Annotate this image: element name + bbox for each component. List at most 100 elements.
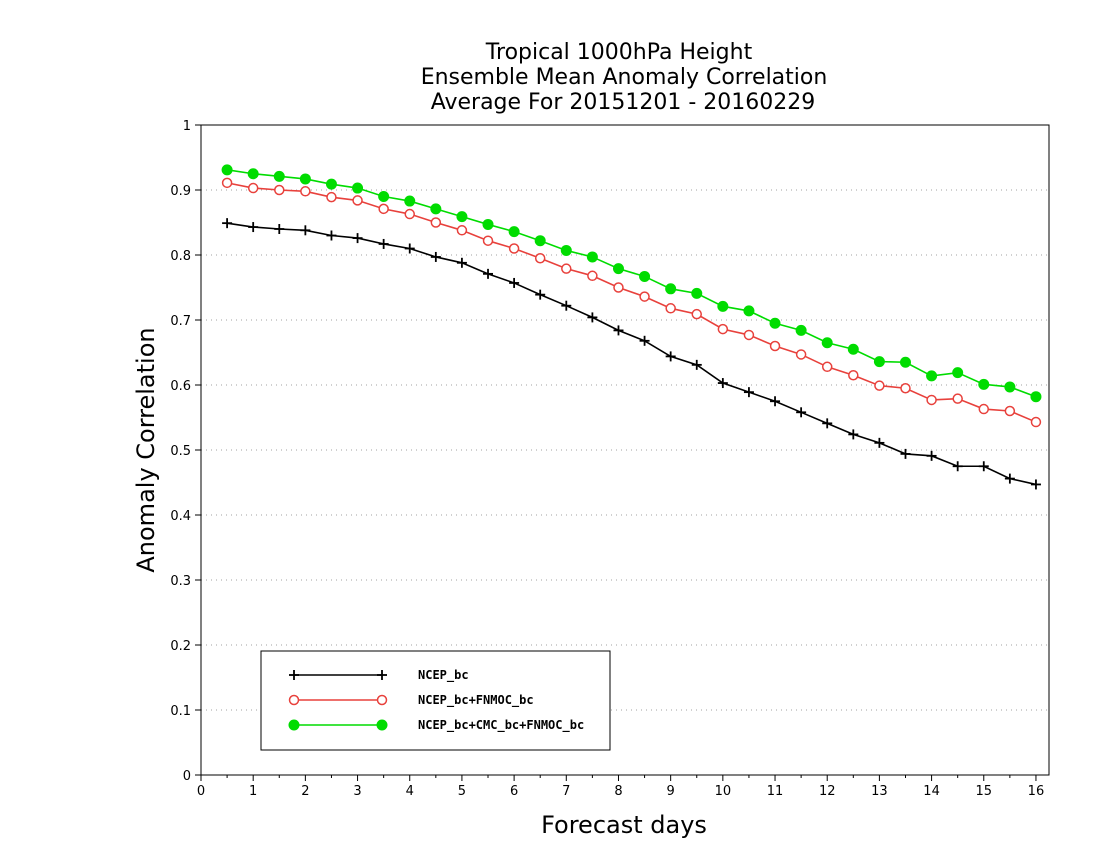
x-tick-label-0: 0 (197, 784, 205, 799)
legend-marker-start-1 (288, 694, 300, 706)
series-1-point-4 (326, 191, 337, 203)
chart-title-line-2: Ensemble Mean Anomaly Correlation (421, 65, 828, 90)
series-2-point-0 (221, 164, 233, 176)
legend: NCEP_bc NCEP_bc+FNMOC_bc NCEP_bc+CMC_bc+FN… (260, 650, 611, 751)
series-0-point-18 (691, 359, 702, 370)
series-1-point-0 (221, 177, 233, 189)
series-0-point-12 (535, 289, 546, 300)
x-tick-label-4: 4 (406, 784, 414, 799)
series-0-point-3 (300, 225, 311, 236)
series-1-point-3 (300, 186, 311, 197)
series-0-point-4 (326, 230, 337, 241)
series-1-point-23 (821, 361, 833, 373)
series-0-point-5 (352, 233, 363, 244)
series-1-point-30 (1004, 405, 1016, 417)
series-0-point-6 (378, 238, 389, 249)
legend-label-0: NCEP_bc (418, 668, 469, 683)
series-0-point-23 (822, 418, 833, 429)
y-tick-label-9: 0.9 (170, 184, 191, 199)
series-1 (221, 177, 1042, 428)
series-0-point-25 (874, 437, 885, 448)
series-1-point-17 (665, 303, 676, 314)
y-axis-title: Anomaly Correlation (132, 327, 160, 572)
series-0-point-19 (717, 378, 728, 389)
series-2-point-22 (795, 324, 807, 336)
series-2-point-14 (586, 251, 598, 263)
series-2-point-5 (352, 182, 364, 194)
series-2-point-20 (743, 305, 755, 317)
series-1-point-1 (247, 182, 259, 194)
x-tick-label-13: 13 (871, 784, 888, 799)
series-2-point-7 (404, 195, 416, 207)
series-0-point-14 (587, 312, 598, 323)
series-2-point-19 (717, 300, 729, 312)
series-2-point-2 (273, 170, 285, 182)
y-tick-label-10: 1 (183, 119, 191, 134)
legend-marker-end-1 (376, 694, 388, 706)
series-1-point-19 (717, 323, 729, 335)
series-1-point-26 (900, 383, 911, 394)
x-tick-label-1: 1 (249, 784, 257, 799)
series-2-point-31 (1030, 391, 1042, 403)
legend-marker-start-0 (289, 670, 299, 680)
series-0-point-22 (796, 407, 807, 418)
series-0-point-31 (1030, 479, 1041, 490)
series-0-point-30 (1004, 473, 1015, 484)
x-axis-title: Forecast days (541, 811, 707, 839)
series-0-point-27 (926, 450, 937, 461)
series-1-point-29 (978, 403, 990, 415)
series-0-point-0 (222, 218, 233, 229)
series-0-point-29 (978, 461, 989, 472)
y-tick-label-2: 0.2 (170, 639, 191, 654)
x-tick-label-5: 5 (458, 784, 466, 799)
y-tick-label-3: 0.3 (170, 574, 191, 589)
legend-entry-1: NCEP_bc+FNMOC_bc (288, 693, 534, 708)
series-0-point-1 (248, 222, 259, 233)
series-0-point-7 (404, 243, 415, 254)
series-1-point-11 (508, 243, 520, 254)
series-line-2 (226, 169, 1037, 398)
series-line-1 (226, 182, 1037, 423)
series-1-point-16 (639, 291, 650, 302)
series-2-point-4 (325, 178, 337, 190)
series-2-point-26 (899, 356, 911, 368)
series-0-point-8 (430, 251, 441, 262)
series-1-point-31 (1030, 416, 1042, 428)
chart-title-line-1: Tropical 1000hPa Height (485, 40, 753, 65)
series-1-point-27 (926, 394, 937, 406)
series-2-point-6 (378, 191, 390, 202)
series-1-point-18 (691, 308, 703, 320)
series-1-point-7 (404, 208, 415, 220)
series-1-point-28 (952, 393, 963, 404)
series-2-point-23 (821, 337, 833, 349)
series-0-point-26 (900, 448, 911, 459)
y-tick-label-7: 0.7 (170, 314, 191, 329)
series-2-point-25 (873, 356, 885, 368)
x-tick-label-14: 14 (923, 784, 940, 799)
series-2-point-13 (560, 244, 572, 256)
x-tick-label-11: 11 (767, 784, 784, 799)
series-0-point-17 (665, 351, 676, 362)
legend-marker-end-0 (377, 670, 387, 680)
x-tick-label-10: 10 (715, 784, 732, 799)
series-0-point-13 (561, 300, 572, 311)
series-2-point-12 (534, 235, 546, 247)
series-0-point-9 (456, 257, 467, 268)
series-0-point-24 (848, 429, 859, 440)
legend-label-2: NCEP_bc+CMC_bc+FNMOC_bc (418, 718, 584, 733)
series-1-point-25 (874, 380, 885, 391)
series-2-point-30 (1004, 381, 1016, 393)
y-tick-label-5: 0.5 (170, 444, 191, 459)
legend-entry-0: NCEP_bc (289, 668, 469, 683)
series-2-point-9 (456, 211, 468, 223)
x-tick-label-7: 7 (562, 784, 570, 799)
series-2-point-10 (482, 218, 494, 230)
series-0-point-21 (770, 396, 781, 407)
series-2-point-17 (665, 283, 677, 295)
x-tick-label-3: 3 (353, 784, 361, 799)
series-1-point-5 (352, 195, 363, 206)
series-1-point-6 (378, 203, 389, 215)
series-1-point-9 (456, 225, 468, 236)
series-1-point-13 (561, 263, 572, 274)
